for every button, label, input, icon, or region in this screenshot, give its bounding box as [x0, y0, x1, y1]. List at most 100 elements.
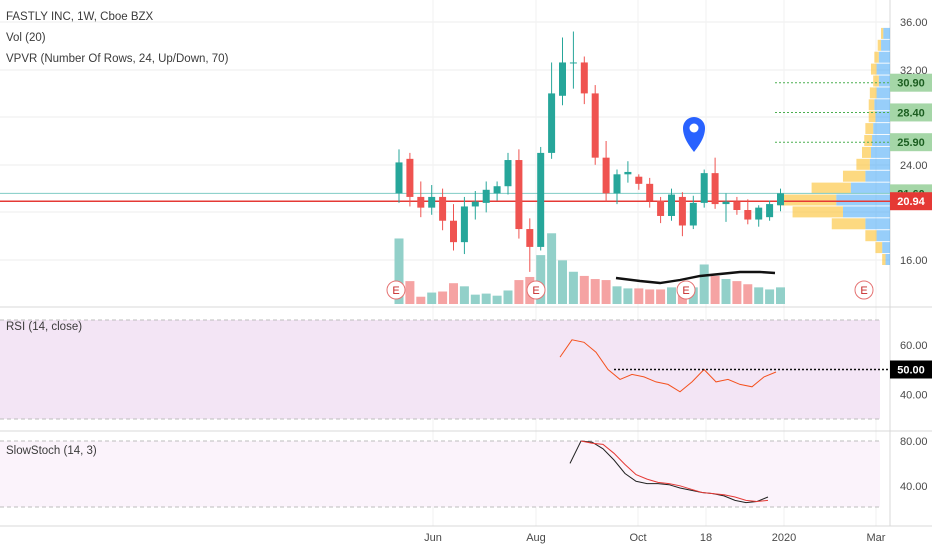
volume-bar [438, 291, 448, 304]
volume-bar [667, 287, 676, 304]
vpvr-up-bar [881, 39, 890, 51]
volume-bar [710, 275, 720, 304]
vpvr-up-bar [876, 63, 890, 75]
vpvr-up-bar [883, 27, 890, 39]
volume-bar [612, 286, 622, 304]
stoch-k-line [569, 440, 769, 504]
vpvr-legend: VPVR (Number Of Rows, 24, Up/Down, 70) [6, 53, 229, 65]
volume-bar [449, 283, 458, 304]
vpvr-up-bar [882, 242, 890, 254]
vpvr-down-bar [875, 242, 883, 254]
candle-body [624, 171, 632, 175]
rsi-band [0, 320, 880, 419]
candle-body [559, 62, 566, 96]
candle-body [602, 157, 610, 194]
vpvr-up-bar [874, 99, 890, 111]
volume-bar [732, 281, 742, 304]
volume-bar [427, 292, 437, 304]
vpvr-down-bar [869, 87, 877, 99]
volume-ma-line [615, 270, 776, 285]
vpvr-up-bar [842, 206, 890, 218]
vpvr-up-bar [850, 182, 890, 194]
stoch-band [0, 441, 880, 507]
vpvr-up-bar [865, 218, 890, 230]
volume-bar [645, 289, 655, 304]
vpvr-down-bar [842, 170, 866, 182]
vpvr-down-bar [882, 254, 886, 265]
volume-profile [778, 27, 890, 265]
earnings-marker-label: E [860, 285, 867, 297]
rsi-axis-tick: 40.00 [900, 389, 928, 401]
location-pin-dot [689, 123, 699, 133]
candle-body [515, 160, 523, 230]
candle-body [406, 158, 414, 197]
time-axis-tick: Aug [526, 532, 546, 544]
vpvr-up-bar [876, 87, 890, 99]
time-axis-tick: Jun [424, 532, 442, 544]
candle-body [482, 189, 490, 203]
volume-legend: Vol (20) [6, 32, 46, 44]
volume-bar [743, 284, 753, 304]
vpvr-down-bar [873, 75, 879, 87]
price-axis-tick: 24.00 [900, 160, 928, 172]
vpvr-down-bar [865, 123, 874, 135]
volume-bar [623, 288, 633, 304]
candle-body [700, 173, 708, 203]
volume-bar [416, 296, 426, 304]
candle-body [766, 204, 774, 218]
vpvr-up-bar [869, 158, 890, 170]
candlesticks[interactable] [395, 31, 785, 272]
vpvr-down-bar [877, 39, 882, 51]
candle-body [537, 152, 545, 247]
volume-bar [514, 280, 524, 304]
vpvr-up-bar [872, 135, 890, 146]
candle-body [526, 229, 534, 247]
candle-body [591, 93, 599, 158]
target-tag [890, 103, 932, 122]
candle-body [733, 201, 741, 211]
volume-bar [503, 290, 513, 304]
rsi-series-line [559, 339, 777, 393]
price-axis-tick: 32.00 [900, 65, 928, 77]
location-pin-icon [683, 117, 705, 152]
target-tag-label: 30.90 [897, 78, 925, 90]
volume-bar [656, 289, 666, 304]
rsi-value-tag-label: 50.00 [897, 365, 925, 377]
vpvr-down-bar [874, 51, 879, 63]
vpvr-down-bar [831, 218, 866, 230]
candle-body [711, 173, 719, 205]
stoch-axis-tick: 40.00 [900, 481, 928, 493]
volume-bar [394, 238, 404, 304]
volume-bar [634, 288, 644, 304]
vpvr-down-bar [778, 194, 837, 206]
vpvr-up-bar [878, 75, 890, 87]
chart-title: FASTLY INC, 1W, Cboe BZX [6, 11, 154, 23]
candle-body [504, 160, 512, 187]
earnings-marker-label: E [532, 285, 539, 297]
vpvr-up-bar [885, 254, 890, 265]
candle-body [471, 201, 479, 207]
earnings-marker-label: E [682, 285, 689, 297]
earnings-marker [854, 280, 874, 300]
volume-bar [492, 295, 502, 304]
rsi-legend: RSI (14, close) [6, 321, 83, 333]
time-axis-tick: 2020 [772, 532, 796, 544]
time-axis-tick: 18 [700, 532, 712, 544]
candle-body [722, 201, 730, 205]
rsi-axis-tick: 60.00 [900, 340, 928, 352]
vpvr-down-bar [811, 182, 851, 194]
vpvr-up-bar [870, 146, 890, 158]
candle-body [668, 194, 675, 216]
price-axis-tick: 36.00 [900, 17, 928, 29]
volume-bar [699, 264, 709, 304]
volume-bar [601, 280, 611, 304]
candle-body [635, 176, 643, 184]
volume-bar [590, 279, 600, 304]
price-axis-tick: 16.00 [900, 255, 928, 267]
earnings-marker-label: E [392, 285, 399, 297]
candle-body [395, 162, 403, 194]
vpvr-down-bar [868, 111, 876, 123]
